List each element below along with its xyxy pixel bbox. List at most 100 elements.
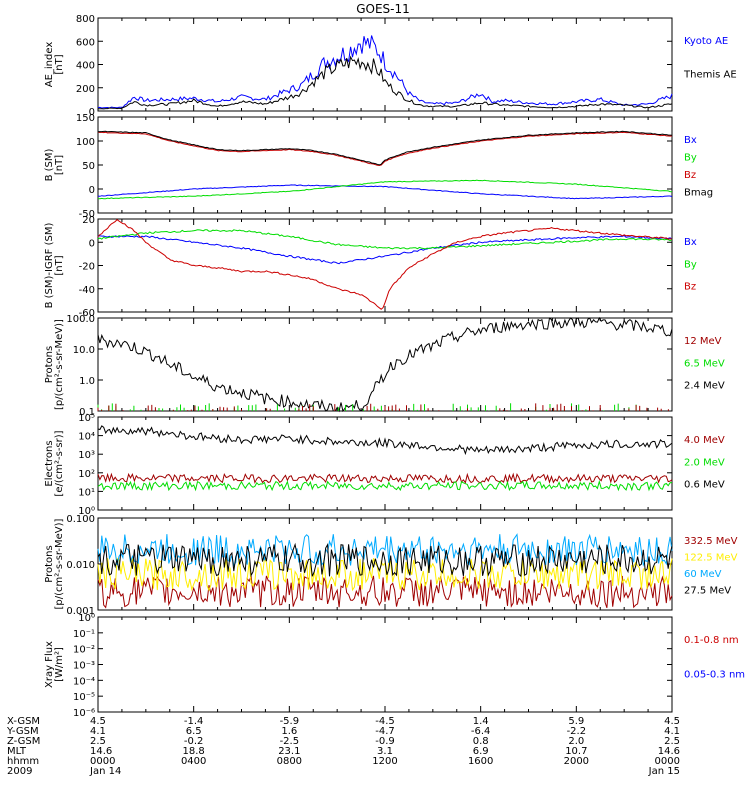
legend-entry: 12 MeV bbox=[684, 336, 722, 347]
series-line bbox=[97, 229, 673, 250]
x-axis-value: 0.8 bbox=[473, 736, 489, 747]
series-spikes bbox=[97, 403, 669, 411]
x-axis-row-label: hhmm bbox=[7, 756, 39, 767]
series-line bbox=[97, 184, 673, 200]
series-line bbox=[97, 131, 673, 167]
legend-entry: 60 MeV bbox=[684, 569, 722, 580]
y-tick-label: 10⁻⁵ bbox=[73, 692, 95, 703]
y-tick-label: 800 bbox=[76, 14, 95, 25]
series-line bbox=[97, 472, 673, 485]
x-axis-row-label: Z-GSM bbox=[7, 736, 40, 747]
x-axis-value: -5.9 bbox=[280, 716, 300, 727]
y-tick-label: 100 bbox=[76, 137, 95, 148]
panel-protons_low: 0.1 1.0 10.0 100.0 Protons [p/(cm²-s-sr-MeV)]… bbox=[44, 314, 725, 418]
y-tick-label: 0.010 bbox=[66, 560, 95, 571]
x-axis-value: Jan 15 bbox=[648, 766, 680, 777]
y-tick-label: 10⁴ bbox=[78, 432, 95, 443]
y-tick-label: 10⁻⁴ bbox=[73, 676, 95, 687]
series-line bbox=[98, 55, 673, 110]
x-axis-value: -2.2 bbox=[567, 726, 587, 737]
x-axis-value: 6.5 bbox=[186, 726, 202, 737]
y-axis-label: [p/(cm²-s-sr-MeV)] bbox=[54, 518, 65, 609]
y-tick-label: 10⁻¹ bbox=[73, 629, 95, 640]
legend-entry: 0.05-0.3 nm bbox=[684, 670, 745, 681]
x-axis-value: 0400 bbox=[181, 756, 206, 767]
y-axis-label: Electrons bbox=[44, 440, 55, 486]
x-axis-value: 6.9 bbox=[473, 746, 489, 757]
panel-frame bbox=[97, 317, 673, 412]
y-tick-label: -60 bbox=[79, 308, 95, 319]
series-line bbox=[97, 218, 673, 310]
series-line bbox=[97, 575, 673, 609]
y-axis-label: B (SM) bbox=[44, 148, 55, 181]
y-tick-label: 0 bbox=[89, 238, 95, 249]
x-axis-value: -0.9 bbox=[375, 736, 395, 747]
y-axis-label: AE_index bbox=[44, 42, 55, 88]
y-tick-label: 10⁰ bbox=[78, 506, 95, 517]
x-axis-value: -4.7 bbox=[375, 726, 395, 737]
panel-frame bbox=[97, 218, 673, 313]
x-axis-value: -6.4 bbox=[471, 726, 491, 737]
legend-entry: 2.4 MeV bbox=[684, 381, 725, 392]
x-axis-value: 1.4 bbox=[473, 716, 489, 727]
x-axis-table: X-GSMY-GSMZ-GSMMLThhmm20094.54.12.514.60… bbox=[6, 716, 680, 777]
legend-entry: Themis AE bbox=[683, 70, 737, 81]
y-tick-label: 150 bbox=[76, 113, 95, 124]
y-axis-label: [p/(cm²-s-sr-MeV)] bbox=[54, 319, 65, 410]
x-axis-value: 18.8 bbox=[183, 746, 205, 757]
y-tick-label: -40 bbox=[79, 285, 95, 296]
y-tick-label: 0.100 bbox=[66, 514, 95, 525]
x-axis-value: 4.1 bbox=[90, 726, 106, 737]
legend-entry: 2.0 MeV bbox=[684, 457, 725, 468]
series-line bbox=[97, 316, 673, 413]
x-axis-value: 0000 bbox=[655, 756, 680, 767]
x-axis-value: 2.0 bbox=[568, 736, 584, 747]
x-axis-value: 4.5 bbox=[664, 716, 680, 727]
y-tick-label: 10² bbox=[78, 469, 95, 480]
panel-frame bbox=[97, 416, 673, 511]
y-tick-label: 0.001 bbox=[66, 606, 95, 617]
x-axis-value: 14.6 bbox=[658, 746, 680, 757]
y-axis-label: [e/(cm²-s-sr)] bbox=[54, 430, 65, 496]
legend-entry: Bx bbox=[684, 135, 697, 146]
x-axis-value: 0000 bbox=[90, 756, 115, 767]
legend-entry: Kyoto AE bbox=[684, 36, 728, 47]
series-line bbox=[97, 425, 673, 456]
x-axis-row-label: Y-GSM bbox=[6, 726, 39, 737]
y-tick-label: 100.0 bbox=[66, 314, 95, 325]
legend-entry: 0.1-0.8 nm bbox=[684, 635, 739, 646]
y-tick-label: 10⁻⁶ bbox=[73, 708, 95, 719]
legend-entry: Bmag bbox=[684, 188, 713, 199]
x-axis-value: 14.6 bbox=[90, 746, 112, 757]
x-axis-value: 1600 bbox=[468, 756, 493, 767]
y-tick-label: 0 bbox=[89, 185, 95, 196]
panel-ae: 0 200 400 600 800 AE_index [nT] Kyoto AE Themis … bbox=[44, 14, 737, 118]
series-line bbox=[97, 235, 673, 265]
series-line bbox=[97, 130, 673, 166]
series-line bbox=[97, 179, 673, 200]
legend-entry: Bz bbox=[684, 170, 696, 181]
y-axis-label: Protons bbox=[44, 346, 55, 383]
legend-entry: By bbox=[684, 259, 697, 270]
x-axis-value: 2000 bbox=[564, 756, 589, 767]
y-tick-label: -20 bbox=[79, 262, 95, 273]
x-axis-row-label: X-GSM bbox=[7, 716, 40, 727]
y-tick-label: 0.1 bbox=[79, 407, 95, 418]
panel-xray: 10⁰ 10⁻¹ 10⁻² 10⁻³ 10⁻⁴ 10⁻⁵ 10⁻⁶ Xray Flux [W/m… bbox=[44, 613, 745, 719]
y-tick-label: 400 bbox=[76, 61, 95, 72]
x-axis-value: 2.5 bbox=[90, 736, 106, 747]
y-tick-label: 10⁻³ bbox=[73, 661, 95, 672]
y-tick-label: 20 bbox=[82, 215, 95, 226]
legend-entry: 4.0 MeV bbox=[684, 435, 725, 446]
x-axis-value: 5.9 bbox=[568, 716, 584, 727]
y-tick-label: 0 bbox=[89, 107, 95, 118]
y-axis-label: [nT] bbox=[54, 54, 65, 74]
panel-protons_high: 0.001 0.010 0.100 Protons [p/(cm²-s-sr-MeV)]… bbox=[44, 514, 738, 617]
x-axis-value: -4.5 bbox=[375, 716, 395, 727]
panel-db: -60 -40 -20 0 20 B (SM)-IGRF (SM) [nT] Bx By Bz bbox=[44, 215, 697, 319]
legend-entry: Bx bbox=[684, 237, 697, 248]
y-tick-label: 10¹ bbox=[78, 487, 95, 498]
x-axis-value: 2.5 bbox=[664, 736, 680, 747]
